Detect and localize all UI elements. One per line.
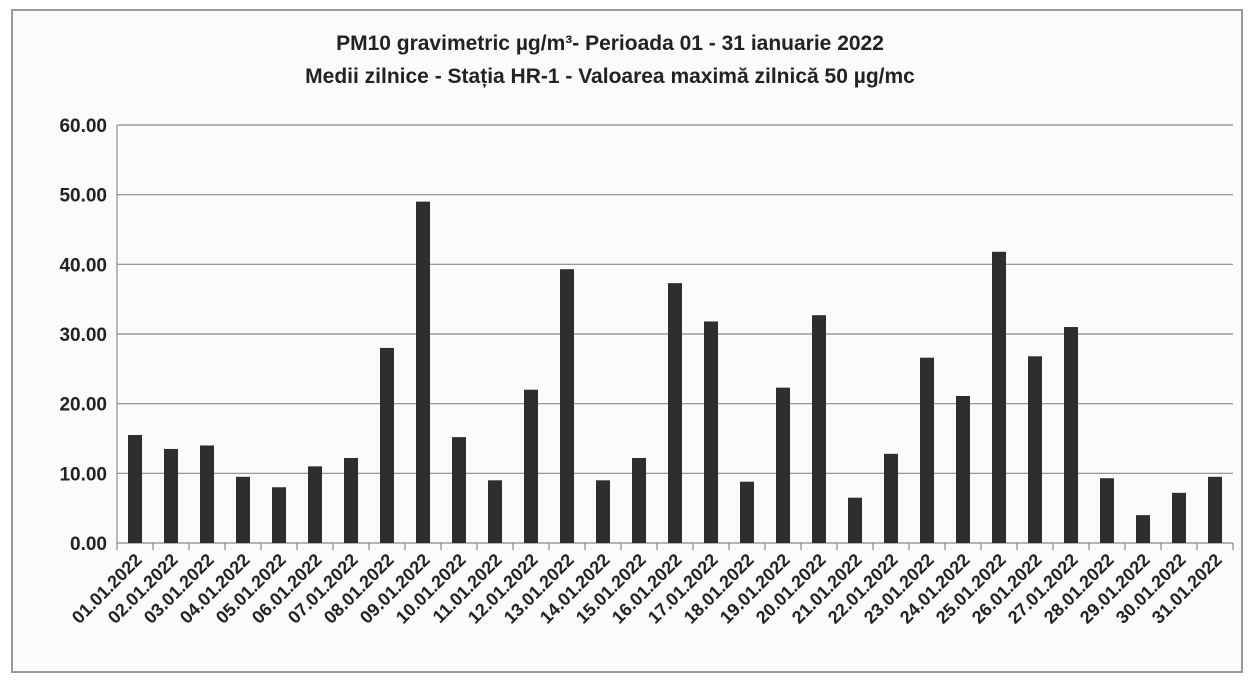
bar xyxy=(1136,515,1150,543)
bar xyxy=(920,357,934,543)
y-tick-label: 60.00 xyxy=(59,116,107,137)
bar xyxy=(1172,492,1186,543)
bar xyxy=(848,497,862,543)
chart-subtitle: Medii zilnice - Stația HR-1 - Valoarea m… xyxy=(305,65,915,88)
y-tick-label: 50.00 xyxy=(59,186,107,207)
chart-title: PM10 gravimetric µg/m³- Perioada 01 - 31… xyxy=(336,32,884,55)
bar xyxy=(380,347,394,543)
bar xyxy=(776,387,790,543)
bar xyxy=(668,283,682,543)
bar xyxy=(740,481,754,543)
bar xyxy=(344,458,358,543)
bar xyxy=(1064,327,1078,543)
bar xyxy=(308,466,322,543)
y-tick-label: 20.00 xyxy=(59,395,107,416)
bar xyxy=(272,487,286,543)
bar xyxy=(560,269,574,543)
bar xyxy=(884,453,898,543)
bar xyxy=(128,435,142,543)
bar xyxy=(1208,476,1222,543)
bar xyxy=(704,321,718,543)
bar xyxy=(452,437,466,543)
bar xyxy=(812,315,826,543)
bar xyxy=(1028,356,1042,543)
bar xyxy=(1100,478,1114,543)
chart-frame xyxy=(11,9,1243,673)
bar xyxy=(524,389,538,543)
bar xyxy=(416,201,430,543)
y-tick-label: 0.00 xyxy=(70,534,107,555)
bar xyxy=(236,476,250,543)
bar xyxy=(200,445,214,543)
y-tick-label: 10.00 xyxy=(59,464,107,485)
bar xyxy=(488,480,502,543)
bar xyxy=(992,251,1006,543)
y-tick-label: 40.00 xyxy=(59,255,107,276)
bar xyxy=(164,448,178,543)
bar xyxy=(956,396,970,543)
bar xyxy=(632,458,646,543)
bar xyxy=(596,480,610,543)
y-tick-label: 30.00 xyxy=(59,325,107,346)
